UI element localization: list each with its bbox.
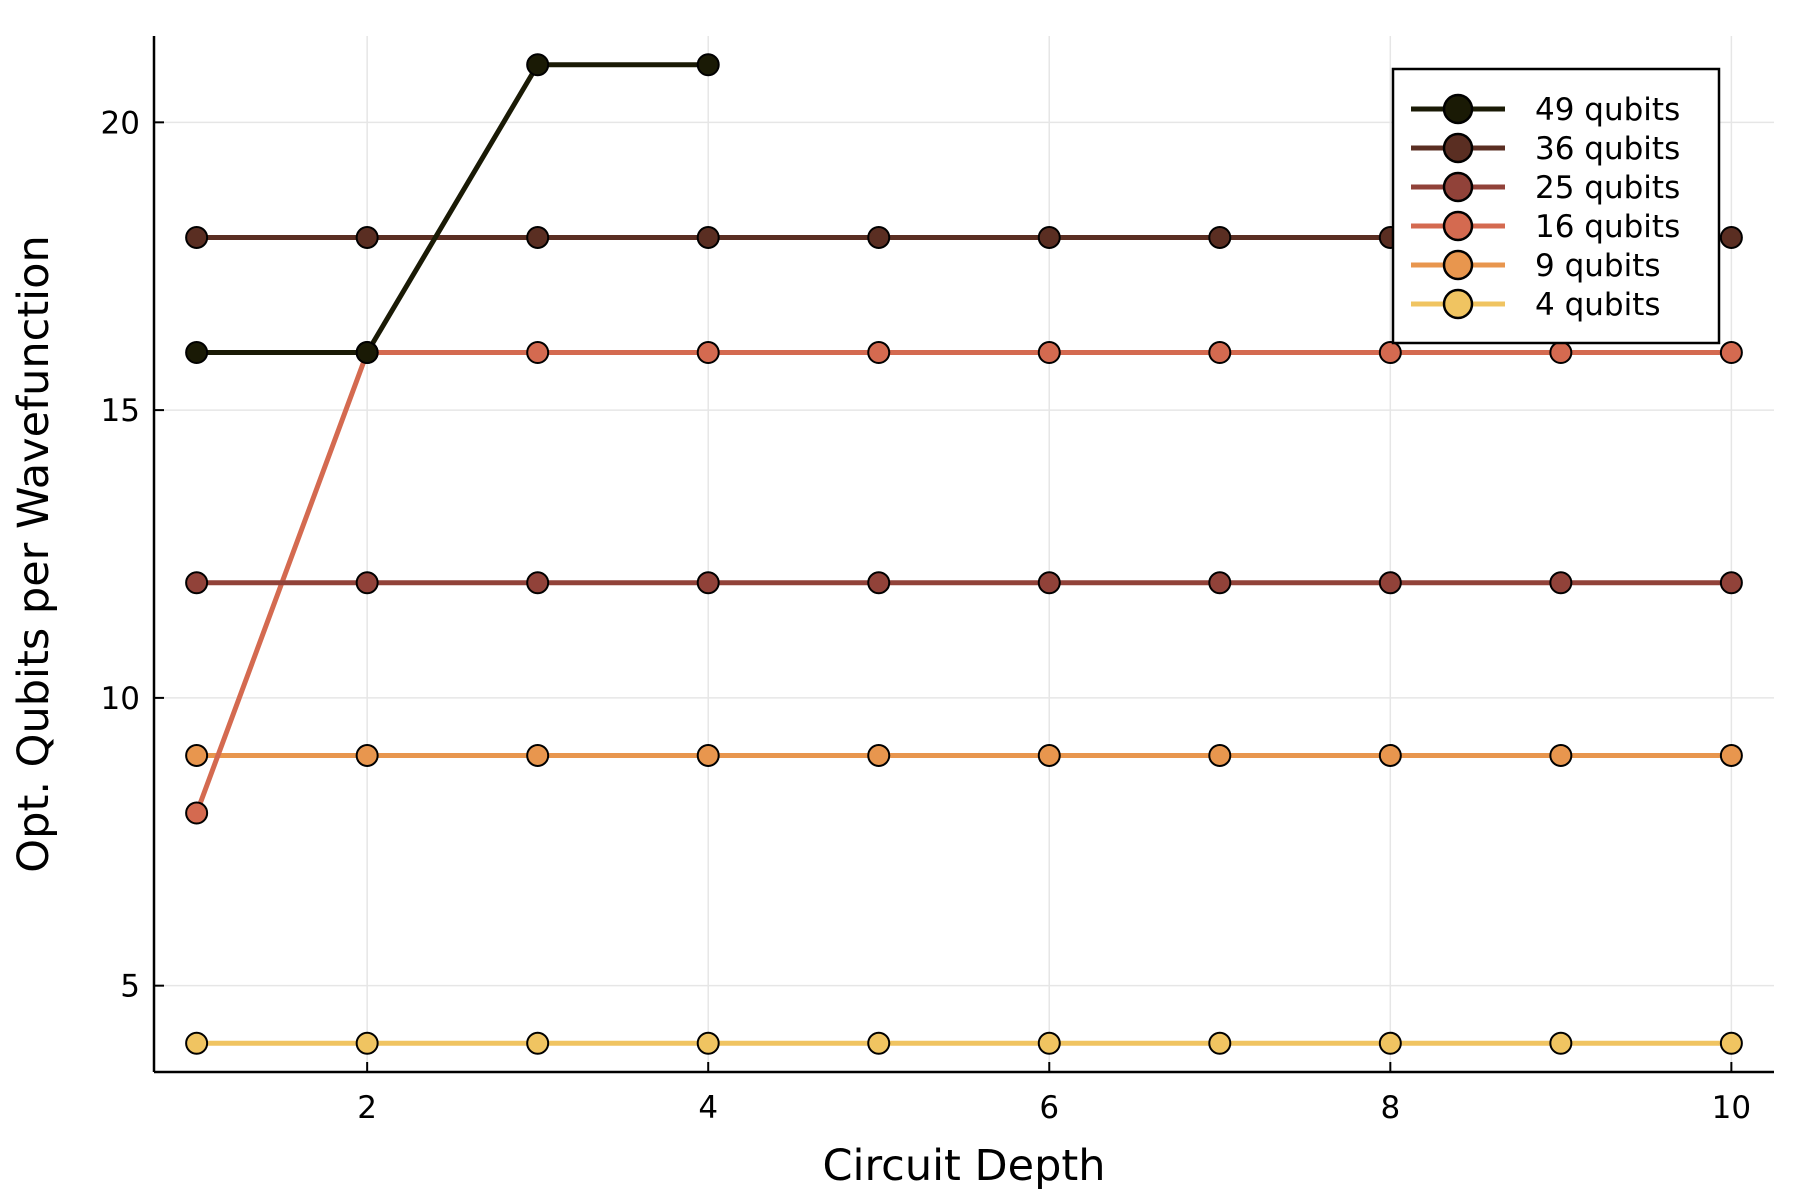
data-point (867, 341, 891, 365)
data-point (1208, 1031, 1232, 1055)
data-point (1719, 1031, 1743, 1055)
data-point (1378, 341, 1402, 365)
legend-entry: 4 qubits (1411, 287, 1661, 323)
data-point (526, 225, 550, 249)
data-point (1378, 743, 1402, 767)
data-point (867, 225, 891, 249)
x-axis-title: Circuit Depth (822, 1141, 1105, 1191)
data-point (1719, 571, 1743, 595)
y-tick-label: 15 (101, 393, 140, 429)
legend-label: 49 qubits (1535, 92, 1680, 128)
y-tick-label: 10 (101, 681, 140, 717)
data-point (1208, 743, 1232, 767)
data-point (526, 571, 550, 595)
legend-marker (1442, 288, 1474, 320)
legend-marker (1442, 171, 1474, 203)
legend-label: 4 qubits (1535, 287, 1661, 323)
legend-label: 16 qubits (1535, 209, 1680, 245)
data-point (526, 53, 550, 77)
legend-entry: 49 qubits (1411, 92, 1680, 128)
data-point (185, 743, 209, 767)
data-point (185, 341, 209, 365)
series-line (194, 350, 1732, 814)
data-point (185, 225, 209, 249)
legend-label: 9 qubits (1535, 248, 1661, 284)
legend-entry: 9 qubits (1411, 248, 1661, 284)
data-point (1719, 225, 1743, 249)
legend-label: 36 qubits (1535, 131, 1680, 167)
series-16-qubits (185, 341, 1743, 825)
series-4-qubits (185, 1031, 1743, 1055)
legend-entry: 36 qubits (1411, 131, 1680, 167)
data-point (1037, 743, 1061, 767)
data-point (1037, 341, 1061, 365)
series-25-qubits (185, 571, 1743, 595)
x-tick-label: 4 (698, 1090, 718, 1126)
legend-marker (1442, 93, 1474, 125)
y-tick-label: 20 (101, 105, 140, 141)
legend-entry: 16 qubits (1411, 209, 1680, 245)
data-point (355, 743, 379, 767)
data-point (696, 743, 720, 767)
legend-marker (1442, 210, 1474, 242)
data-point (696, 571, 720, 595)
data-point (1549, 1031, 1573, 1055)
data-point (1208, 341, 1232, 365)
x-tick-label: 8 (1380, 1090, 1400, 1126)
data-point (1378, 1031, 1402, 1055)
data-point (526, 341, 550, 365)
data-point (526, 743, 550, 767)
data-point (1208, 225, 1232, 249)
data-point (1037, 571, 1061, 595)
data-point (185, 801, 209, 825)
legend-entry: 25 qubits (1411, 170, 1680, 206)
data-point (1549, 341, 1573, 365)
data-point (355, 1031, 379, 1055)
data-point (867, 571, 891, 595)
data-point (696, 341, 720, 365)
data-point (1719, 341, 1743, 365)
data-point (1037, 1031, 1061, 1055)
series-line (196, 62, 709, 356)
data-point (1719, 743, 1743, 767)
x-tick-label: 6 (1039, 1090, 1059, 1126)
data-point (526, 1031, 550, 1055)
series-9-qubits (185, 743, 1743, 767)
data-point (867, 743, 891, 767)
data-point (1208, 571, 1232, 595)
x-tick-label: 10 (1712, 1090, 1751, 1126)
data-point (185, 571, 209, 595)
data-point (1549, 571, 1573, 595)
legend-label: 25 qubits (1535, 170, 1680, 206)
legend-marker (1442, 132, 1474, 164)
data-point (696, 1031, 720, 1055)
data-point (185, 1031, 209, 1055)
y-tick-label: 5 (120, 969, 140, 1005)
data-point (1037, 225, 1061, 249)
data-point (696, 53, 720, 77)
data-point (355, 571, 379, 595)
series-49-qubits (185, 53, 720, 365)
data-point (1378, 571, 1402, 595)
data-point (867, 1031, 891, 1055)
data-point (355, 341, 379, 365)
axes: 2 4 6 8 10 5 10 15 20 (101, 36, 1774, 1126)
y-axis-title: Opt. Qubits per Wavefunction (9, 235, 59, 872)
data-point (1549, 743, 1573, 767)
legend-marker (1442, 249, 1474, 281)
data-point (355, 225, 379, 249)
x-tick-label: 2 (357, 1090, 377, 1126)
data-point (696, 225, 720, 249)
